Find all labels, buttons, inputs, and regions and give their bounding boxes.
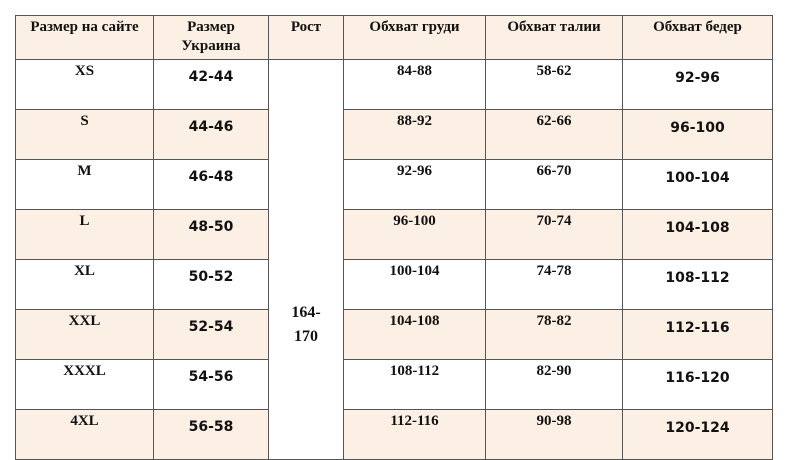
cell-waist: 62-66 (485, 109, 623, 160)
header-site-size: Размер на сайте (15, 15, 154, 60)
cell-chest: 104-108 (343, 309, 486, 360)
cell-chest: 92-96 (343, 159, 486, 210)
cell-ukraine-size: 46-48 (153, 159, 269, 210)
table-row: S 44-46 88-92 62-66 96-100 (15, 109, 773, 160)
cell-height: 164- 170 (268, 59, 344, 460)
cell-chest: 100-104 (343, 259, 486, 310)
header-height: Рост (268, 15, 344, 60)
header-hips: Обхват бедер (622, 15, 773, 60)
cell-site-size: XS (15, 59, 154, 110)
cell-site-size: XXL (15, 309, 154, 360)
cell-ukraine-size: 42-44 (153, 59, 269, 110)
cell-site-size: L (15, 209, 154, 260)
cell-waist: 58-62 (485, 59, 623, 110)
cell-site-size: 4XL (15, 409, 154, 460)
cell-hips: 108-112 (622, 259, 773, 310)
cell-chest: 112-116 (343, 409, 486, 460)
cell-hips: 120-124 (622, 409, 773, 460)
table-row: 4XL 56-58 112-116 90-98 120-124 (15, 409, 773, 460)
cell-hips: 104-108 (622, 209, 773, 260)
cell-hips: 100-104 (622, 159, 773, 210)
cell-chest: 88-92 (343, 109, 486, 160)
cell-ukraine-size: 48-50 (153, 209, 269, 260)
table-row: XL 50-52 100-104 74-78 108-112 (15, 259, 773, 310)
cell-ukraine-size: 44-46 (153, 109, 269, 160)
cell-chest: 84-88 (343, 59, 486, 110)
cell-hips: 92-96 (622, 59, 773, 110)
cell-ukraine-size: 56-58 (153, 409, 269, 460)
cell-waist: 82-90 (485, 359, 623, 410)
header-row: Размер на сайте Размер Украина Рост Обхв… (15, 15, 773, 60)
cell-ukraine-size: 52-54 (153, 309, 269, 360)
cell-waist: 66-70 (485, 159, 623, 210)
cell-hips: 112-116 (622, 309, 773, 360)
cell-site-size: XXXL (15, 359, 154, 410)
cell-ukraine-size: 54-56 (153, 359, 269, 410)
cell-waist: 70-74 (485, 209, 623, 260)
table-row: M 46-48 92-96 66-70 100-104 (15, 159, 773, 210)
cell-site-size: M (15, 159, 154, 210)
cell-chest: 108-112 (343, 359, 486, 410)
cell-hips: 116-120 (622, 359, 773, 410)
table-row: L 48-50 96-100 70-74 104-108 (15, 209, 773, 260)
cell-waist: 78-82 (485, 309, 623, 360)
header-chest: Обхват груди (343, 15, 486, 60)
table-row: XXXL 54-56 108-112 82-90 116-120 (15, 359, 773, 410)
cell-site-size: S (15, 109, 154, 160)
table-row: XS 42-44 164- 170 84-88 58-62 92-96 (15, 59, 773, 460)
cell-chest: 96-100 (343, 209, 486, 260)
cell-waist: 74-78 (485, 259, 623, 310)
size-chart-table: Размер на сайте Размер Украина Рост Обхв… (15, 15, 773, 460)
cell-ukraine-size: 50-52 (153, 259, 269, 310)
cell-hips: 96-100 (622, 109, 773, 160)
cell-site-size: XL (15, 259, 154, 310)
header-waist: Обхват талии (485, 15, 623, 60)
cell-waist: 90-98 (485, 409, 623, 460)
header-ukraine-size: Размер Украина (153, 15, 269, 60)
table-row: XXL 52-54 104-108 78-82 112-116 (15, 309, 773, 360)
